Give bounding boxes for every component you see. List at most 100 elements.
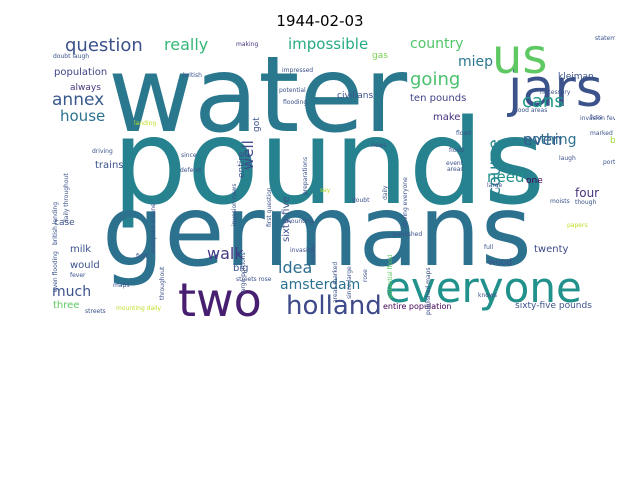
word-british-landing: british landing (52, 201, 59, 245)
word-throughout: throughout (159, 266, 166, 300)
word-marked: marked (590, 130, 613, 137)
word-entire: entire (237, 151, 247, 178)
word-kleiman: kleiman (558, 72, 594, 82)
word-large-portions: large portions (240, 252, 247, 295)
word-make: make (433, 112, 461, 123)
word-maps: maps (113, 282, 130, 289)
word-question: question (65, 35, 143, 56)
word-mounting: mounting (285, 218, 314, 225)
word-since: since (181, 152, 197, 159)
word-fuss: fuss (590, 114, 603, 121)
word-british: british (183, 72, 202, 79)
word-portions: portions (603, 159, 615, 166)
word-potential-flood: potential flood (387, 253, 394, 298)
word-areas: areas (447, 166, 464, 173)
word-driving: driving (92, 148, 113, 155)
word-landing: landing (134, 120, 157, 127)
word-twenty: twenty (534, 244, 569, 255)
word-everyone-insane: everyone insane (150, 202, 157, 253)
word-need: need (487, 168, 525, 186)
word-defend: defend (180, 167, 201, 174)
word-everyone: everyone (385, 263, 582, 312)
word-cans: cans (522, 91, 564, 112)
word-first: first (136, 253, 148, 260)
word-potential: potential (279, 87, 306, 94)
word-wood: wood (488, 258, 513, 268)
word-civilians: civilians (337, 91, 374, 101)
word-large: large (487, 182, 503, 189)
word-flooding: flooding (283, 99, 308, 106)
word-going: going (410, 69, 461, 90)
word-entire-population: entire population (383, 302, 452, 311)
word-first-question: first question (266, 187, 273, 228)
word-though: though (575, 199, 597, 206)
word-even: even (523, 130, 563, 149)
word-flood: flood (449, 147, 464, 154)
chart-title: 1944-02-03 (276, 12, 364, 30)
word-sixty-five-pounds: sixty-five pounds (515, 301, 592, 311)
word-case: case (54, 218, 75, 228)
word-jars: jars (508, 59, 603, 119)
word-published-maps: published maps (425, 267, 432, 316)
word-areas-marked: areas marked (332, 261, 339, 303)
word-flood-areas: flood areas (514, 107, 548, 114)
word-annex: annex (52, 90, 105, 110)
word-invasion-fever: invasion fever (580, 115, 615, 122)
word-two: two (178, 273, 262, 320)
word-rose: rose (362, 269, 369, 283)
word-germans: germans (102, 175, 532, 289)
word-daily: daily (382, 185, 389, 200)
word-us: us (492, 35, 548, 85)
word-mounting-daily: mounting daily (116, 305, 162, 312)
word-doubt-laugh: doubt laugh (53, 53, 90, 60)
word-got: got (252, 117, 262, 132)
word-papers: papers (567, 222, 588, 229)
word-really: really (164, 35, 209, 54)
word-house: house (60, 107, 106, 125)
word-nothing: nothing (523, 132, 577, 148)
word-ten-pounds: ten pounds (410, 93, 467, 104)
word-making: making (236, 41, 259, 48)
word-much: much (52, 284, 92, 300)
word-beans: beans (610, 136, 615, 146)
word-trains: trains (95, 160, 124, 171)
word-laugh: laugh (559, 155, 576, 162)
word-statements: statements (595, 35, 615, 42)
word-walk: walk (207, 244, 244, 263)
word-three: three (53, 300, 80, 311)
word-big: big (233, 263, 249, 274)
word-since-large: since large (346, 266, 353, 300)
word-would: would (70, 260, 100, 271)
word-even-flooding: even flooding (52, 251, 59, 292)
word-miep: miep (458, 54, 494, 70)
word-always: always (70, 83, 101, 93)
word-gas: gas (372, 51, 388, 61)
word-full: full (484, 244, 494, 251)
word-pounds: pounds (112, 93, 546, 231)
word-invasion: invasion (290, 247, 315, 254)
word-say: say (320, 187, 331, 194)
word-four: four (575, 186, 600, 200)
word-idea: idea (278, 258, 313, 277)
word-impossible: impossible (288, 35, 369, 53)
word-moists: moists (550, 198, 570, 205)
word-daily-throughout: daily throughout (63, 173, 70, 223)
word-milk: milk (70, 244, 92, 255)
word-necessary: necessary (540, 89, 571, 96)
word-streets: streets (85, 308, 106, 315)
word-streets-rose: streets rose (236, 276, 272, 283)
word-water: water (108, 35, 408, 156)
word-knows: knows (478, 292, 497, 299)
word-impressed: impressed (282, 67, 314, 74)
word-preparations: preparations (302, 156, 309, 195)
word-event: event (446, 160, 464, 167)
word-flood: flood (456, 130, 471, 137)
word-news: news (371, 142, 387, 149)
word-published: published (393, 231, 423, 238)
word-one: one (526, 176, 543, 186)
word-cloud: pounds water germans everyone jars two us holla… (50, 35, 615, 320)
word-amsterdam: amsterdam (280, 277, 361, 293)
word-holland: holland (286, 291, 382, 320)
word-insane: insane (310, 243, 317, 263)
word-fever: fever (70, 272, 86, 279)
